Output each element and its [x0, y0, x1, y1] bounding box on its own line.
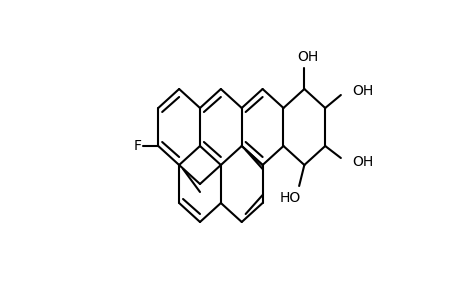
- Text: F: F: [133, 139, 141, 153]
- Text: OH: OH: [352, 155, 373, 169]
- Text: OH: OH: [352, 84, 373, 98]
- Text: OH: OH: [297, 50, 318, 64]
- Text: HO: HO: [279, 191, 300, 205]
